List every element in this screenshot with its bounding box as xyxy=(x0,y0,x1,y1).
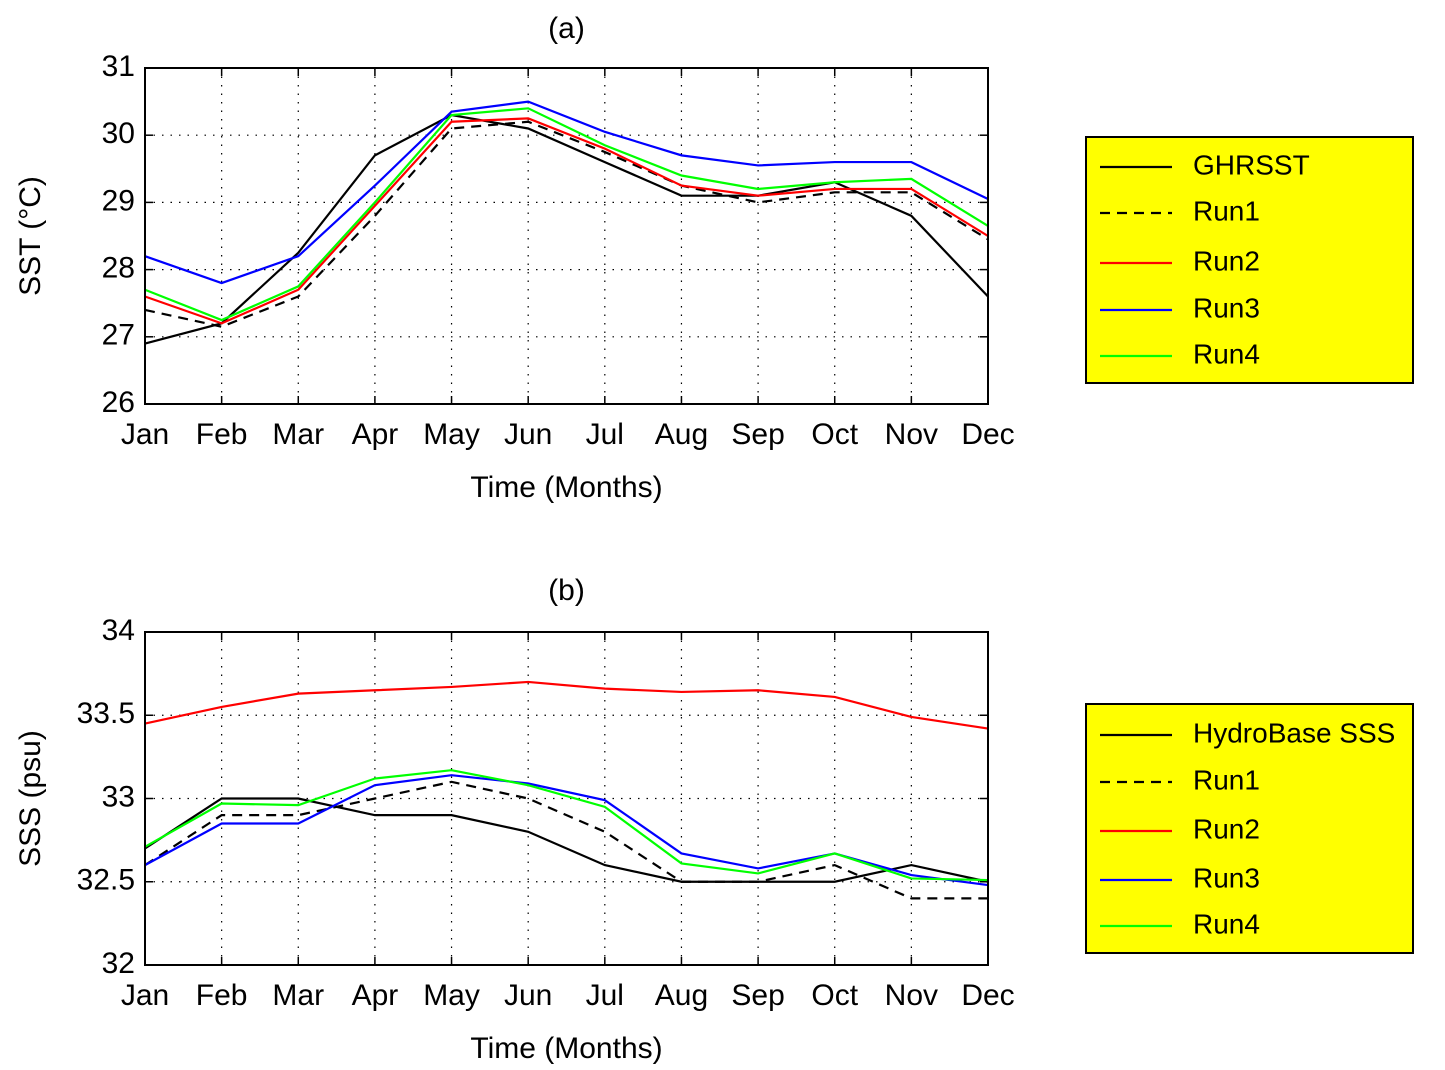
series-line xyxy=(144,780,988,900)
series-line xyxy=(144,100,989,285)
x-tick-label: Feb xyxy=(196,979,248,1012)
legend-box xyxy=(1085,703,1414,954)
legend-label: Run2 xyxy=(1193,245,1260,276)
y-tick-label: 28 xyxy=(102,252,135,285)
series-line xyxy=(144,797,989,883)
x-tick-label: Oct xyxy=(811,979,858,1012)
x-tick-label: Jun xyxy=(504,979,552,1012)
legend-label: Run1 xyxy=(1193,764,1260,795)
series-line xyxy=(144,107,989,322)
legend-label: GHRSST xyxy=(1193,149,1310,180)
chart-title: (a) xyxy=(548,12,585,45)
x-tick-label: Nov xyxy=(885,418,938,451)
chart-title: (b) xyxy=(548,574,585,607)
x-tick-label: May xyxy=(423,418,480,451)
y-tick-label: 33.5 xyxy=(77,697,135,730)
x-axis-label: Time (Months) xyxy=(470,1032,662,1065)
y-tick-label: 32 xyxy=(102,947,135,980)
x-tick-label: Jan xyxy=(121,418,169,451)
x-tick-label: Dec xyxy=(961,418,1014,451)
x-tick-label: Jul xyxy=(586,418,624,451)
x-tick-label: Sep xyxy=(731,979,784,1012)
x-tick-label: Dec xyxy=(961,979,1014,1012)
x-tick-label: Aug xyxy=(655,418,708,451)
y-tick-label: 31 xyxy=(102,50,135,83)
x-tick-label: Sep xyxy=(731,418,784,451)
y-tick-label: 26 xyxy=(102,386,135,419)
x-tick-label: Nov xyxy=(885,979,938,1012)
legend-label: HydroBase SSS xyxy=(1193,717,1395,748)
x-tick-label: May xyxy=(423,979,480,1012)
legend-label: Run1 xyxy=(1193,195,1260,226)
y-axis-label: SST (°C) xyxy=(14,176,47,296)
x-tick-label: Feb xyxy=(196,418,248,451)
legend-label: Run4 xyxy=(1193,338,1260,369)
plot-frame xyxy=(144,631,989,966)
series-line xyxy=(144,769,989,882)
series-line xyxy=(144,680,989,730)
plot-frame xyxy=(144,67,989,405)
legend-label: Run3 xyxy=(1193,292,1260,323)
legend-box xyxy=(1085,136,1414,384)
x-tick-label: Mar xyxy=(272,979,324,1012)
plot-area xyxy=(145,68,988,404)
x-tick-label: Apr xyxy=(352,979,399,1012)
legend-label: Run2 xyxy=(1193,813,1260,844)
y-tick-label: 27 xyxy=(102,319,135,352)
y-tick-label: 32.5 xyxy=(77,864,135,897)
x-tick-label: Mar xyxy=(272,418,324,451)
series-line xyxy=(144,117,989,325)
series-line xyxy=(144,120,989,328)
series-line xyxy=(144,113,989,345)
y-tick-label: 29 xyxy=(102,184,135,217)
y-tick-label: 30 xyxy=(102,117,135,150)
x-tick-label: Jan xyxy=(121,979,169,1012)
y-tick-label: 33 xyxy=(102,780,135,813)
legend-label: Run4 xyxy=(1193,908,1260,939)
x-axis-label: Time (Months) xyxy=(470,471,662,504)
y-axis-label: SSS (psu) xyxy=(14,730,47,867)
x-tick-label: Jun xyxy=(504,418,552,451)
legend-label: Run3 xyxy=(1193,862,1260,893)
y-tick-label: 34 xyxy=(102,614,135,647)
x-tick-label: Oct xyxy=(811,418,858,451)
x-tick-label: Jul xyxy=(586,979,624,1012)
x-tick-label: Apr xyxy=(352,418,399,451)
x-tick-label: Aug xyxy=(655,979,708,1012)
